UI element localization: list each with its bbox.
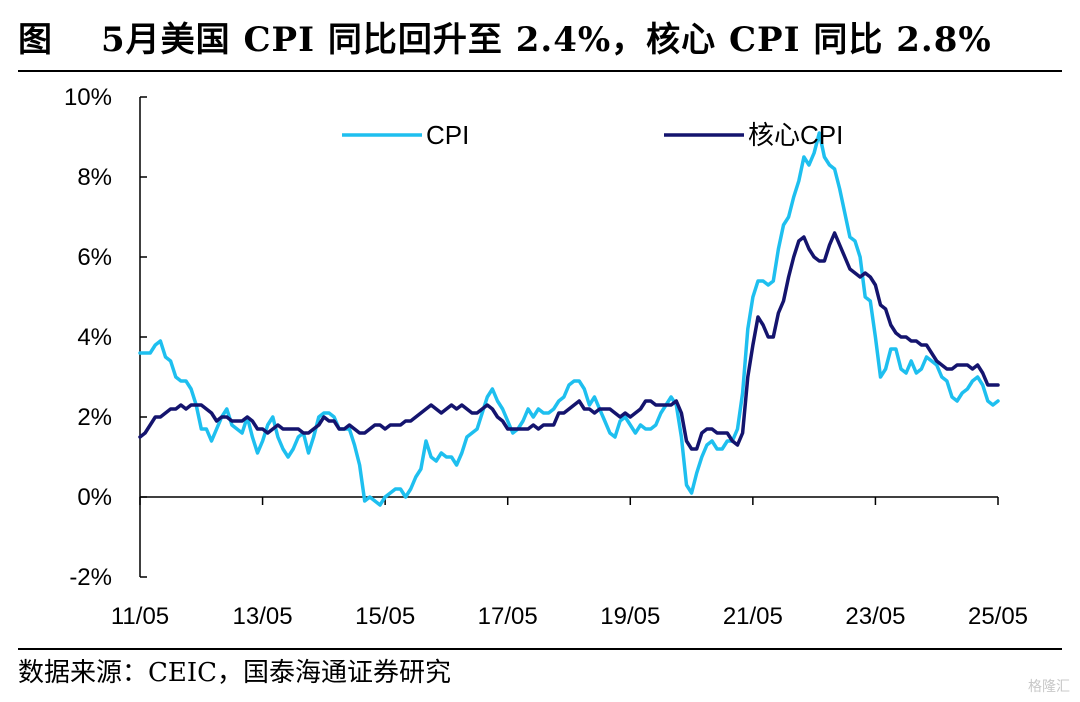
cpi-line-chart: -2% 0% 2% 4% 6% 8% 10% 11/05 13/05 15/05 17/05 19/… <box>64 84 1028 630</box>
x-axis: 11/05 13/05 15/05 17/05 19/05 21/05 23/05 25/05 <box>111 496 1028 630</box>
x-tick-label: 23/05 <box>845 603 905 630</box>
y-axis: -2% 0% 2% 4% 6% 8% 10% <box>64 84 147 591</box>
y-tick-label: 8% <box>77 164 112 191</box>
figure-title: 图 5月美国 CPI 同比回升至 2.4%，核心 CPI 同比 2.8% <box>18 12 992 61</box>
source-rule <box>18 648 1062 650</box>
y-tick-label: 2% <box>77 404 112 431</box>
x-tick-label: 17/05 <box>478 603 538 630</box>
series-line-cpi <box>138 131 1000 507</box>
title-rule <box>18 70 1062 72</box>
x-tick-label: 13/05 <box>233 603 293 630</box>
series-line-core-cpi <box>138 231 1000 451</box>
y-tick-label: -2% <box>69 564 112 591</box>
legend-label-core-cpi: 核心CPI <box>748 120 843 150</box>
figure-title-bar: 图 5月美国 CPI 同比回升至 2.4%，核心 CPI 同比 2.8% <box>0 0 1080 72</box>
watermark: 格隆汇 <box>1028 679 1070 695</box>
x-tick-label: 15/05 <box>355 603 415 630</box>
series-layer <box>138 131 1000 507</box>
x-tick-label: 19/05 <box>600 603 660 630</box>
legend: CPI 核心CPI <box>342 120 843 150</box>
x-tick-label: 11/05 <box>111 603 169 630</box>
x-tick-label: 21/05 <box>723 603 783 630</box>
source-note: 数据来源：CEIC，国泰海通证券研究 <box>18 658 452 688</box>
figure-label: 图 <box>18 20 53 60</box>
y-tick-label: 6% <box>77 244 112 271</box>
y-tick-label: 10% <box>64 84 112 111</box>
legend-label-cpi: CPI <box>426 120 469 150</box>
chart-title: 5月美国 CPI 同比回升至 2.4%，核心 CPI 同比 2.8% <box>101 20 992 60</box>
x-tick-label: 25/05 <box>968 603 1028 630</box>
y-tick-label: 0% <box>77 484 112 511</box>
y-tick-label: 4% <box>77 324 112 351</box>
